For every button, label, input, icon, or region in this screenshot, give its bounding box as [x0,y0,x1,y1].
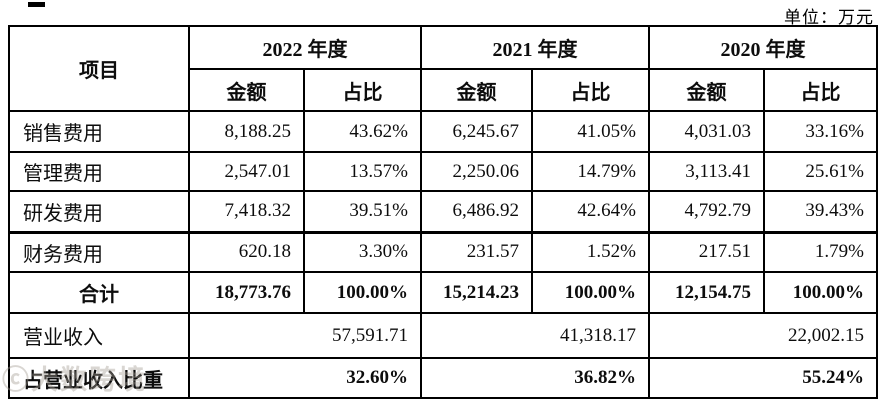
value-cell: 18,773.76 [188,271,305,314]
header-item: 项目 [8,25,190,112]
expense-table: 项目 2022 年度 2021 年度 2020 年度 金额 占比 金额 占比 金… [8,25,878,399]
row-label-cell: 销售费用 [8,110,190,153]
value-cell: 4,031.03 [648,110,765,153]
merged-value-cell: 57,591.71 [188,312,422,359]
value-cell: 100.00% [303,271,422,314]
row-label-cell: 管理费用 [8,151,190,192]
value-cell: 6,245.67 [420,110,533,153]
table-body: 销售费用 8,188.25 43.62% 6,245.67 41.05% 4,031.03… [8,110,878,399]
header-amount-2021: 金额 [420,68,533,112]
header-ratio-2022: 占比 [303,68,422,112]
header-amount-2020: 金额 [648,68,765,112]
header-year-2022: 2022 年度 [188,25,422,70]
value-cell: 3,113.41 [648,151,765,192]
value-cell: 100.00% [763,271,878,314]
table-header: 项目 2022 年度 2021 年度 2020 年度 金额 占比 金额 占比 金… [8,25,878,112]
value-cell: 1.79% [763,231,878,273]
table-row: 研发费用 7,418.32 39.51% 6,486.92 42.64% 4,792.79… [8,190,878,234]
table-row: 合计 18,773.76 100.00% 15,214.23 100.00% 12,154… [8,271,878,314]
row-label-cell: 营业收入 [8,312,190,359]
value-cell: 8,188.25 [188,110,305,153]
table-row: 营业收入 57,591.71 41,318.17 22,002.15 [8,312,878,359]
value-cell: 39.51% [303,190,422,234]
header-ratio-2020: 占比 [763,68,878,112]
row-label-cell: 研发费用 [8,190,190,234]
header-year-2021: 2021 年度 [420,25,650,70]
row-label-cell: 占营业收入比重 [8,357,190,399]
merged-value-cell: 41,318.17 [420,312,650,359]
merged-value-cell: 32.60% [188,357,422,399]
value-cell: 7,418.32 [188,190,305,234]
value-cell: 3.30% [303,231,422,273]
value-cell: 15,214.23 [420,271,533,314]
value-cell: 14.79% [531,151,650,192]
value-cell: 4,792.79 [648,190,765,234]
value-cell: 100.00% [531,271,650,314]
value-cell: 2,250.06 [420,151,533,192]
header-ratio-2021: 占比 [531,68,650,112]
value-cell: 43.62% [303,110,422,153]
scan-artifact-mark [28,2,45,7]
table-row: 管理费用 2,547.01 13.57% 2,250.06 14.79% 3,113.41… [8,151,878,192]
table-row: 销售费用 8,188.25 43.62% 6,245.67 41.05% 4,031.03… [8,110,878,153]
table-row: 财务费用 620.18 3.30% 231.57 1.52% 217.51 1.79% [8,231,878,273]
value-cell: 620.18 [188,231,305,273]
value-cell: 39.43% [763,190,878,234]
header-amount-2022: 金额 [188,68,305,112]
value-cell: 231.57 [420,231,533,273]
value-cell: 33.16% [763,110,878,153]
value-cell: 2,547.01 [188,151,305,192]
value-cell: 25.61% [763,151,878,192]
value-cell: 1.52% [531,231,650,273]
value-cell: 217.51 [648,231,765,273]
value-cell: 41.05% [531,110,650,153]
row-label-cell: 合计 [8,271,190,314]
merged-value-cell: 55.24% [648,357,878,399]
unit-label: 单位：万元 [784,8,874,27]
value-cell: 6,486.92 [420,190,533,234]
value-cell: 13.57% [303,151,422,192]
table-row: 占营业收入比重 32.60% 36.82% 55.24% [8,357,878,399]
header-year-2020: 2020 年度 [648,25,878,70]
value-cell: 42.64% [531,190,650,234]
merged-value-cell: 36.82% [420,357,650,399]
merged-value-cell: 22,002.15 [648,312,878,359]
value-cell: 12,154.75 [648,271,765,314]
row-label-cell: 财务费用 [8,231,190,273]
